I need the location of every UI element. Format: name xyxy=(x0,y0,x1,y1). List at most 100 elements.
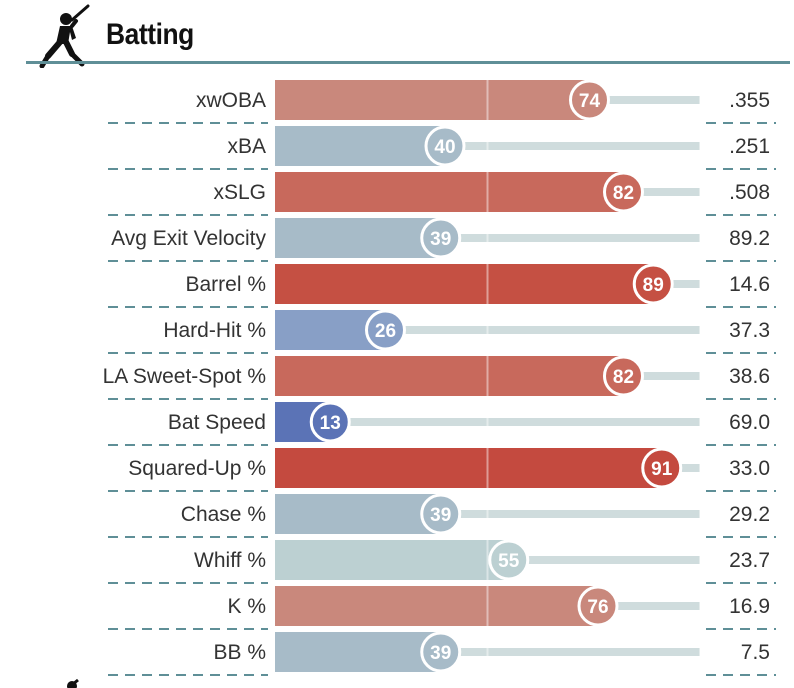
percentile-label: 82 xyxy=(613,367,634,388)
percentile-label: 13 xyxy=(320,413,341,434)
percentile-circle xyxy=(420,631,462,673)
percentile-bar xyxy=(275,586,598,626)
reference-line xyxy=(699,494,701,534)
reference-line xyxy=(699,402,701,442)
percentile-track xyxy=(275,510,700,518)
percentile-bar xyxy=(275,218,441,258)
stat-value: 37.3 xyxy=(729,319,770,342)
reference-line xyxy=(486,218,489,258)
percentile-label: 39 xyxy=(430,505,451,526)
percentile-track xyxy=(275,142,700,150)
percentile-label: 39 xyxy=(430,229,451,250)
metric-label: Squared-Up % xyxy=(128,457,266,480)
stat-value: 16.9 xyxy=(729,595,770,618)
percentile-circle xyxy=(420,217,462,259)
percentile-circle xyxy=(488,539,530,581)
percentile-circle xyxy=(603,355,644,397)
stat-value: 33.0 xyxy=(729,457,770,480)
percentile-label: 39 xyxy=(430,643,451,664)
metric-label: Whiff % xyxy=(194,549,266,572)
reference-line xyxy=(486,402,489,442)
percentile-circle xyxy=(569,79,610,121)
percentile-track xyxy=(275,418,700,426)
percentile-bar xyxy=(275,632,441,672)
stat-value: 69.0 xyxy=(729,411,770,434)
percentile-circle xyxy=(309,401,351,443)
reference-line xyxy=(486,632,489,672)
percentile-bar xyxy=(275,126,445,166)
stat-value: 7.5 xyxy=(741,641,770,664)
metric-label: Barrel % xyxy=(185,273,266,296)
stat-value: 14.6 xyxy=(729,273,770,296)
percentile-bar xyxy=(275,540,509,580)
percentile-label: 26 xyxy=(375,321,396,342)
reference-line xyxy=(699,356,701,396)
percentile-label: 40 xyxy=(434,137,455,158)
metric-label: xBA xyxy=(227,135,266,158)
percentile-bar xyxy=(275,494,441,534)
reference-line xyxy=(699,632,701,672)
section-title: Batting xyxy=(106,18,194,51)
metric-label: LA Sweet-Spot % xyxy=(103,365,266,388)
reference-line xyxy=(699,126,701,166)
section-header: Batting xyxy=(0,0,794,68)
percentile-circle xyxy=(577,585,619,627)
percentile-bar xyxy=(275,172,624,212)
percentile-label: 76 xyxy=(587,597,608,618)
reference-line xyxy=(699,310,701,350)
reference-line xyxy=(699,264,701,304)
reference-line xyxy=(699,448,701,488)
reference-line xyxy=(699,540,701,580)
reference-line xyxy=(486,172,489,212)
percentile-label: 74 xyxy=(579,91,601,112)
reference-line xyxy=(486,540,489,580)
reference-line xyxy=(486,586,489,626)
stat-value: 23.7 xyxy=(729,549,770,572)
header-divider xyxy=(26,61,790,64)
percentile-bar xyxy=(275,356,624,396)
percentile-circle xyxy=(424,125,466,167)
stat-value: 29.2 xyxy=(729,503,770,526)
percentile-label: 82 xyxy=(613,183,634,204)
percentile-circle xyxy=(603,171,644,213)
batter-silhouette-icon xyxy=(67,678,79,688)
percentile-circle xyxy=(632,263,674,305)
percentile-bar xyxy=(275,80,590,120)
metric-label: K % xyxy=(227,595,266,618)
stat-value: .508 xyxy=(729,181,770,204)
metric-label: Chase % xyxy=(181,503,266,526)
reference-line xyxy=(486,80,489,120)
metric-label: Bat Speed xyxy=(168,411,266,434)
percentile-bar xyxy=(275,264,654,304)
percentile-bar xyxy=(275,448,662,488)
stat-value: 89.2 xyxy=(729,227,770,250)
reference-line xyxy=(486,126,489,166)
percentile-track xyxy=(275,648,700,656)
percentile-track xyxy=(275,234,700,242)
metric-label: Avg Exit Velocity xyxy=(111,227,266,250)
reference-line xyxy=(486,264,489,304)
percentile-label: 55 xyxy=(498,551,520,572)
reference-line xyxy=(486,448,489,488)
stat-value: 38.6 xyxy=(729,365,770,388)
metric-label: BB % xyxy=(213,641,266,664)
percentile-circle xyxy=(420,493,462,535)
reference-line xyxy=(486,310,489,350)
metric-label: Hard-Hit % xyxy=(163,319,266,342)
percentile-track xyxy=(275,326,700,334)
reference-line xyxy=(486,494,489,534)
metric-label: xSLG xyxy=(213,181,266,204)
percentile-label: 89 xyxy=(643,275,664,296)
metric-label: xwOBA xyxy=(196,89,266,112)
reference-line xyxy=(699,172,701,212)
percentile-circle xyxy=(365,309,406,351)
stat-value: .355 xyxy=(729,89,770,112)
reference-line xyxy=(486,356,489,396)
stat-value: .251 xyxy=(729,135,770,158)
percentile-circle xyxy=(641,447,683,489)
reference-line xyxy=(699,218,701,258)
reference-line xyxy=(699,586,701,626)
percentile-label: 91 xyxy=(651,459,673,480)
reference-line xyxy=(699,80,701,120)
